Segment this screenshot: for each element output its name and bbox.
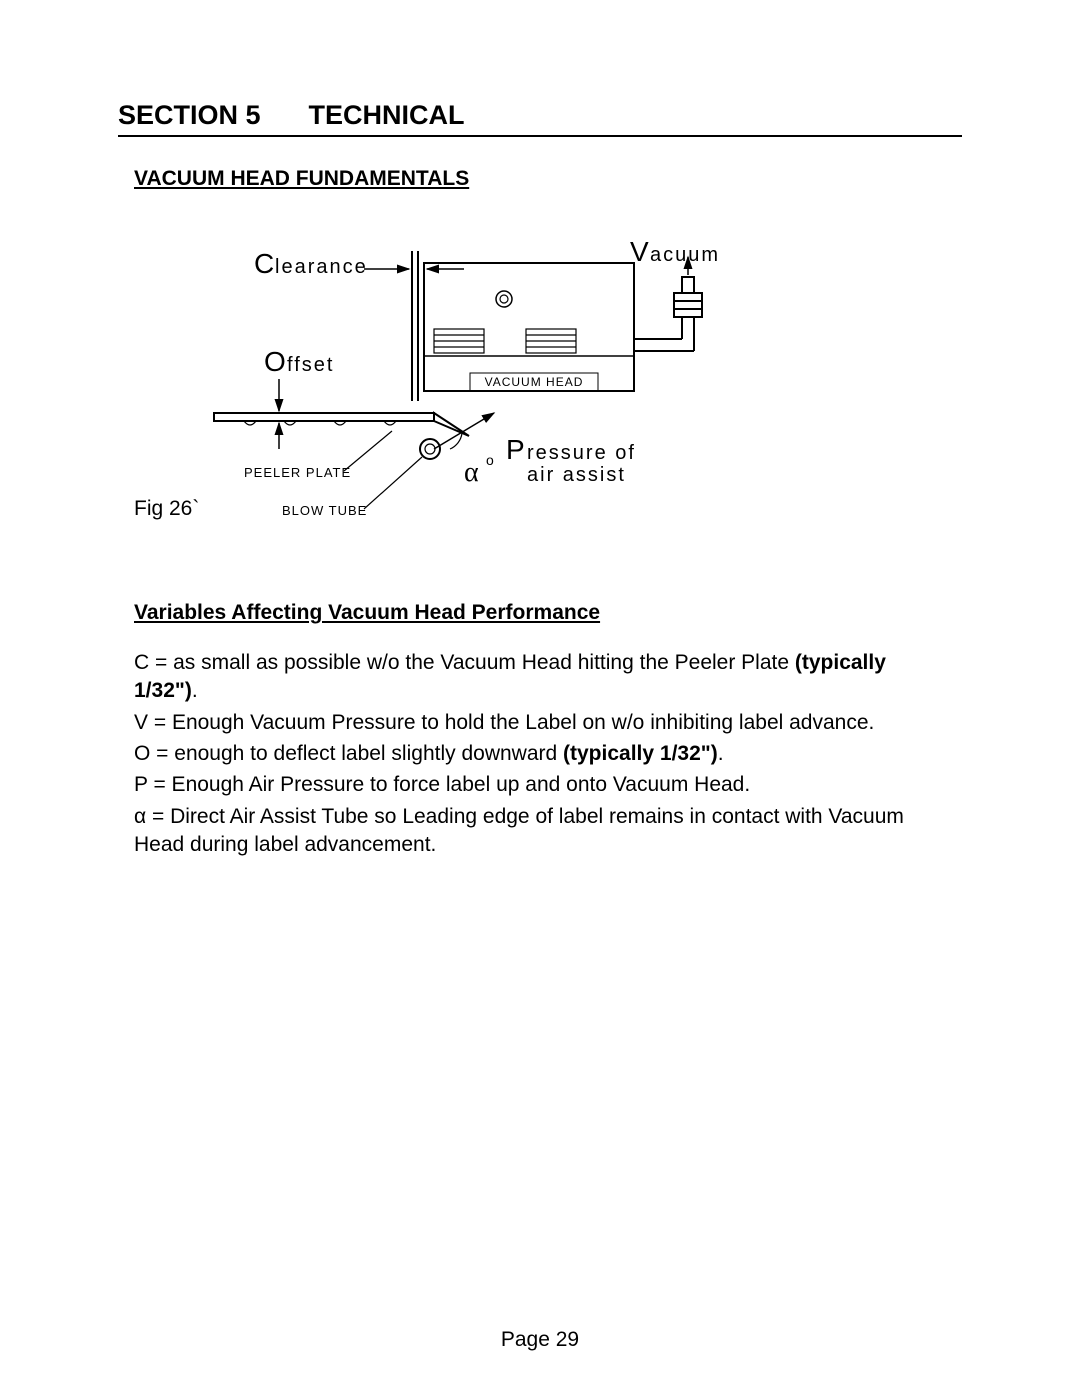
blow-tube-label: BLOW TUBE — [282, 503, 367, 518]
para-v: V = Enough Vacuum Pressure to hold the L… — [134, 709, 954, 737]
offset-big-letter: O — [264, 346, 286, 377]
para-alpha: α = Direct Air Assist Tube so Leading ed… — [134, 803, 954, 860]
section-title: SECTION 5 TECHNICAL — [118, 100, 962, 137]
para-c: C = as small as possible w/o the Vacuum … — [134, 649, 954, 706]
vacuum-label: acuum — [650, 244, 720, 266]
vacuum-head-box-label: VACUUM HEAD — [485, 375, 584, 389]
para-p: P = Enough Air Pressure to force label u… — [134, 771, 954, 799]
peeler-plate-label: PEELER PLATE — [244, 465, 351, 480]
subheading-fundamentals: VACUUM HEAD FUNDAMENTALS — [134, 167, 962, 191]
pressure-big-letter: P — [506, 434, 525, 465]
vacuum-head-diagram: VACUUM HEAD C learance — [134, 221, 774, 541]
page: SECTION 5 TECHNICAL VACUUM HEAD FUNDAMENT… — [0, 0, 1080, 1397]
vacuum-big-letter: V — [630, 236, 649, 267]
subheading-variables: Variables Affecting Vacuum Head Performa… — [134, 601, 962, 625]
clearance-big-letter: C — [254, 248, 274, 279]
section-number: SECTION 5 — [118, 100, 261, 130]
alpha-symbol: α — [464, 457, 479, 488]
figure-wrapper: VACUUM HEAD C learance — [134, 221, 962, 541]
clearance-label: learance — [275, 256, 368, 278]
pressure-line2: air assist — [527, 464, 626, 486]
page-number: Page 29 — [0, 1328, 1080, 1352]
para-o: O = enough to deflect label slightly dow… — [134, 740, 954, 768]
pressure-line1: ressure of — [527, 442, 636, 464]
section-name: TECHNICAL — [309, 100, 465, 130]
offset-label: ffset — [287, 354, 334, 376]
alpha-degree: o — [486, 452, 494, 468]
figure-caption: Fig 26` — [134, 497, 199, 520]
body-text: C = as small as possible w/o the Vacuum … — [134, 649, 954, 859]
